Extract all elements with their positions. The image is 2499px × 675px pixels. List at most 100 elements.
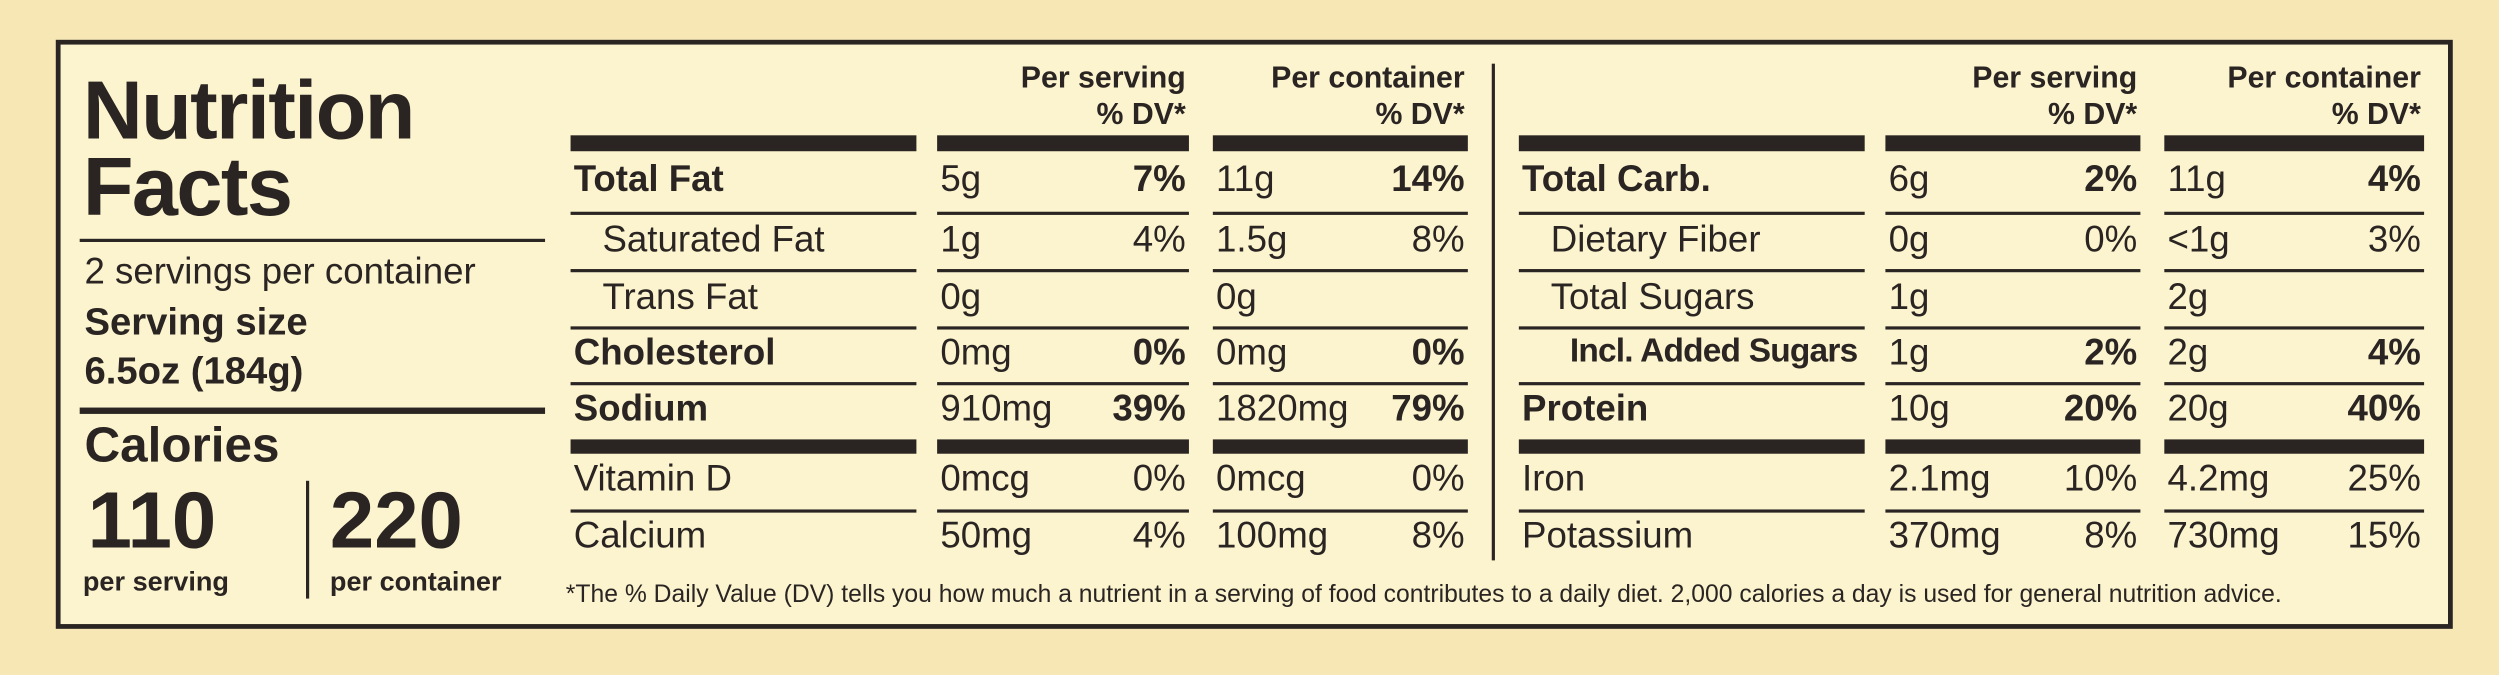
column-header: % DV*	[2331, 98, 2421, 133]
daily-value: 4%	[1132, 514, 1186, 556]
nutrient-name: Total Fat	[573, 157, 724, 199]
rule	[570, 326, 917, 330]
servings: 2 servings per container	[84, 249, 476, 292]
column-header: % DV*	[1375, 98, 1465, 133]
nutrient-name: Total Sugars	[1550, 275, 1755, 317]
amount: 1.5g	[1216, 218, 1288, 260]
amount: 6g	[1888, 157, 1930, 199]
amount: 2g	[2167, 331, 2209, 373]
rule	[937, 211, 1189, 215]
amount: 0mg	[940, 331, 1012, 373]
rule	[79, 238, 546, 242]
daily-value: 4%	[2367, 157, 2421, 199]
thick-rule	[2164, 439, 2425, 454]
amount: 100mg	[1216, 514, 1329, 556]
thick-rule	[937, 135, 1189, 152]
rule	[570, 509, 917, 513]
rule	[1212, 509, 1468, 513]
divider	[306, 480, 310, 599]
daily-value: 0%	[1132, 331, 1186, 373]
daily-value: 7%	[1132, 157, 1186, 199]
thick-rule	[1885, 135, 2141, 152]
daily-value: 4%	[2367, 331, 2421, 373]
daily-value: 0%	[2084, 218, 2138, 260]
amount: 5g	[940, 157, 982, 199]
amount: 730mg	[2167, 514, 2280, 556]
daily-value: 3%	[2367, 218, 2421, 260]
footnote: *The % Daily Value (DV) tells you how mu…	[565, 581, 2282, 609]
title: Nutrition	[82, 65, 415, 158]
nutrient-name: Vitamin D	[573, 456, 732, 499]
calories-unit: per container	[329, 566, 502, 597]
daily-value: 40%	[2347, 386, 2421, 429]
amount: 50mg	[940, 514, 1033, 556]
column-header: Per serving	[1972, 62, 2138, 96]
daily-value: 20%	[2063, 386, 2138, 429]
daily-value: 15%	[2347, 514, 2421, 556]
daily-value: 39%	[1112, 386, 1186, 429]
rule	[570, 211, 917, 215]
amount: 11g	[2167, 157, 2226, 199]
thick-rule	[2164, 135, 2425, 152]
daily-value: 4%	[1132, 218, 1186, 260]
serving-size: 6.5oz (184g)	[84, 350, 304, 394]
rule	[79, 407, 546, 414]
daily-value: 10%	[2063, 456, 2138, 499]
amount: 11g	[1216, 157, 1275, 199]
rule	[1212, 382, 1468, 386]
nutrient-name: Cholesterol	[573, 331, 776, 373]
daily-value: 0%	[1132, 456, 1186, 499]
calories-amount: 220	[329, 476, 463, 566]
thick-rule	[1212, 135, 1468, 152]
daily-value: 2%	[2084, 331, 2138, 373]
rule	[2164, 326, 2425, 330]
amount: 370mg	[1888, 514, 2001, 556]
amount: 0g	[940, 275, 982, 317]
rule	[937, 269, 1189, 273]
daily-value: 25%	[2347, 456, 2421, 499]
calories-unit: per serving	[82, 566, 229, 597]
daily-value: 0%	[1411, 456, 1465, 499]
daily-value: 8%	[1411, 514, 1465, 556]
daily-value: 2%	[2084, 157, 2138, 199]
thick-rule	[570, 439, 917, 454]
rule	[1885, 269, 2141, 273]
daily-value: 0%	[1411, 331, 1465, 373]
amount: 1820mg	[1216, 386, 1349, 429]
nutrient-name: Calcium	[573, 514, 707, 556]
rule	[1212, 326, 1468, 330]
column-header: Per serving	[1020, 62, 1186, 96]
nutrient-name: Iron	[1522, 456, 1586, 499]
nutrient-name: Total Carb.	[1522, 157, 1711, 199]
rule	[937, 509, 1189, 513]
daily-value: 8%	[1411, 218, 1465, 260]
amount: 20g	[2167, 386, 2229, 429]
column-header: Per container	[2227, 62, 2421, 96]
thick-rule	[1518, 135, 1865, 152]
thick-rule	[1212, 439, 1468, 454]
nutrient-name: Protein	[1522, 386, 1649, 429]
rule	[1212, 211, 1468, 215]
amount: 1g	[1888, 331, 1930, 373]
amount: <1g	[2167, 218, 2230, 260]
nutrient-name: Saturated Fat	[602, 218, 825, 260]
amount: 2g	[2167, 275, 2209, 317]
daily-value: 79%	[1391, 386, 1465, 429]
daily-value: 8%	[2084, 514, 2138, 556]
rule	[937, 382, 1189, 386]
nutrient-name: Dietary Fiber	[1550, 218, 1761, 260]
rule	[1885, 382, 2141, 386]
amount: 2.1mg	[1888, 456, 1991, 499]
amount: 0mg	[1216, 331, 1288, 373]
amount: 0g	[1216, 275, 1257, 317]
rule	[2164, 211, 2425, 215]
rule	[1518, 211, 1865, 215]
rule	[1518, 382, 1865, 386]
nutrient-name: Incl. Added Sugars	[1569, 332, 1858, 370]
rule	[1885, 326, 2141, 330]
amount: 910mg	[940, 386, 1053, 429]
calories-label: Calories	[84, 417, 280, 473]
amount: 1g	[1888, 275, 1930, 317]
daily-value: 14%	[1391, 157, 1465, 199]
